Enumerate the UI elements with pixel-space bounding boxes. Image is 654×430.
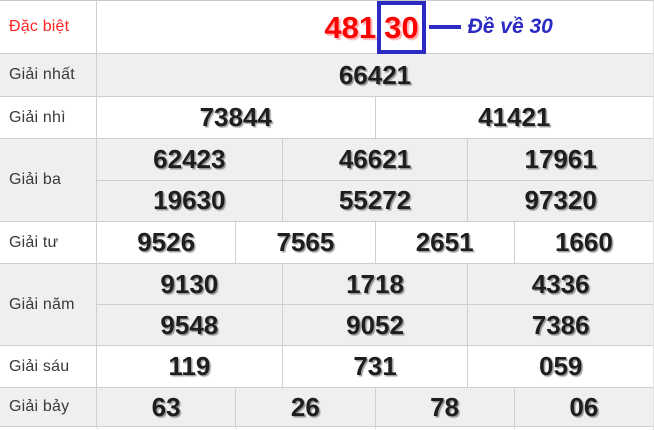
prize-label: Giải bảy [0, 388, 97, 426]
prize-value: 1718 [281, 264, 468, 304]
prize-value: 9130 [160, 268, 219, 299]
prize-label: Giải nhì [0, 97, 97, 138]
row-giai-tu: Giải tư 9526 7565 2651 1660 [0, 222, 653, 264]
prize-line: 19630 55272 97320 [97, 179, 653, 221]
prize-value: 1660 [513, 222, 653, 263]
prize-value: 9548 [160, 309, 219, 340]
callout-line [428, 25, 461, 29]
row-giai-nhi: Giải nhì 73844 41421 [0, 97, 653, 139]
prize-line: 119 731 059 [97, 346, 653, 387]
row-giai-nam: Giải năm 9130 1718 4336 9548 9052 7386 [0, 264, 653, 346]
prize-value: 4336 [467, 264, 653, 304]
callout: Đề về 30 [426, 15, 553, 39]
row-giai-bay: Giải bảy 63 26 78 06 [0, 388, 653, 427]
prize-value: 26 [235, 388, 374, 426]
callout-note: Đề về 30 [467, 15, 553, 38]
prize-value: 55272 [281, 180, 468, 221]
prize-value: 7386 [467, 305, 653, 345]
prize-value: 9526 [137, 227, 196, 257]
prize-value: 19630 [153, 185, 226, 216]
prize-line: 66421 [97, 54, 653, 96]
prize-value: 41421 [374, 97, 654, 138]
prize-label: Giải nhất [0, 54, 97, 96]
prize-value: 63 [151, 391, 181, 422]
prize-line: 62423 46621 17961 [97, 139, 653, 180]
prize-line: 73844 41421 [97, 97, 653, 138]
highlight-box: 30 [377, 0, 426, 54]
prize-line: 63 26 78 06 [97, 388, 653, 426]
prize-label: Giải ba [0, 139, 97, 221]
next-table-edge [0, 427, 653, 430]
row-dac-biet: Đặc biệt 481 30 Đề về 30 [0, 0, 653, 54]
prize-value: 731 [281, 346, 468, 387]
prize-value: 119 [168, 351, 211, 381]
prize-line: 9548 9052 7386 [97, 304, 653, 345]
special-value-cell: 481 30 Đề về 30 [97, 0, 653, 54]
prize-line: 9526 7565 2651 1660 [97, 222, 653, 263]
prize-value: 97320 [467, 180, 653, 221]
prize-value: 17961 [467, 139, 653, 180]
prize-value: 2651 [374, 222, 514, 263]
prize-value: 7565 [235, 222, 374, 263]
prize-label: Giải tư [0, 222, 97, 263]
prize-label: Giải sáu [0, 346, 97, 387]
prize-value: 06 [513, 388, 653, 426]
row-giai-nhat: Giải nhất 66421 [0, 54, 653, 97]
special-number-prefix: 481 [324, 9, 377, 45]
row-giai-ba: Giải ba 62423 46621 17961 19630 55272 97… [0, 139, 653, 222]
prize-value: 73844 [199, 102, 272, 132]
prize-value: 62423 [153, 143, 226, 174]
prize-value: 78 [374, 388, 514, 426]
row-giai-sau: Giải sáu 119 731 059 [0, 346, 653, 388]
prize-value: 46621 [281, 139, 468, 180]
special-number-boxed: 30 [384, 9, 419, 45]
prize-value: 66421 [338, 59, 412, 90]
prize-label-dac-biet: Đặc biệt [0, 1, 97, 53]
prize-value: 9052 [281, 305, 468, 345]
prize-value: 059 [467, 346, 653, 387]
next-table-label-col [0, 427, 98, 430]
prize-line: 9130 1718 4336 [97, 264, 653, 304]
prize-label: Giải năm [0, 264, 97, 345]
special-number: 481 30 Đề về 30 [324, 0, 553, 54]
